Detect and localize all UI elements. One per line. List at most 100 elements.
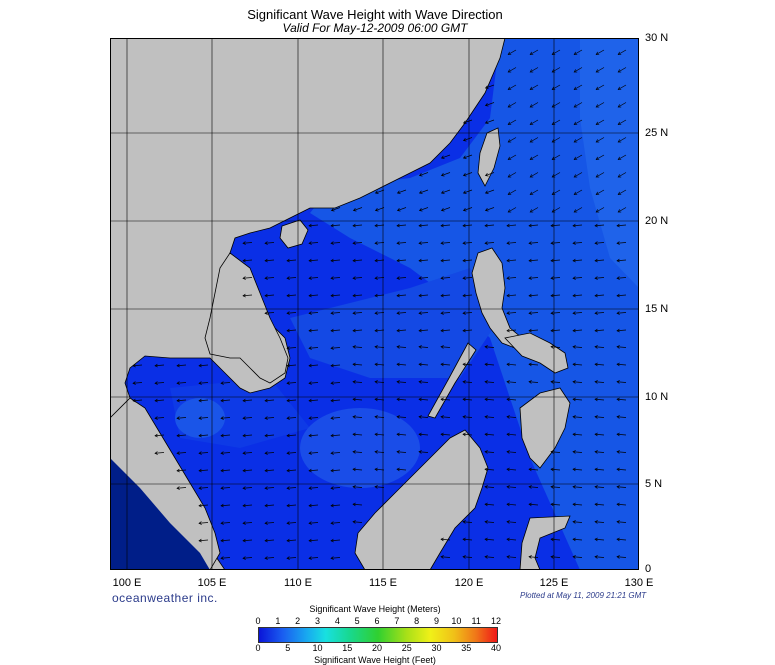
wave-arrow — [574, 67, 583, 73]
wave-arrow-head — [396, 380, 400, 384]
wave-arrow-head — [242, 241, 246, 245]
wave-arrow — [419, 381, 429, 383]
wave-arrow — [551, 259, 561, 262]
wave-arrow-head — [617, 156, 622, 160]
wave-arrow-head — [198, 503, 202, 508]
wave-arrow-head — [550, 223, 554, 228]
wave-arrow — [287, 504, 297, 507]
wave-arrow — [397, 468, 407, 471]
wave-arrow — [463, 119, 473, 124]
wave-arrow-head — [352, 276, 356, 280]
wave-arrow-head — [507, 51, 512, 55]
wave-arrow — [573, 416, 583, 418]
wave-arrow — [530, 67, 539, 73]
wave-arrow-head — [462, 520, 466, 524]
wave-arrow-head — [242, 398, 246, 403]
wave-arrow-head — [308, 381, 312, 385]
wave-arrow — [485, 521, 495, 523]
wave-arrow — [552, 137, 561, 143]
wave-arrow-head — [198, 363, 202, 368]
wave-arrow — [419, 207, 429, 211]
wave-arrow-head — [176, 486, 180, 490]
wave-arrow — [243, 417, 253, 419]
wave-arrow-head — [286, 293, 290, 298]
wave-arrow — [485, 224, 495, 227]
wave-arrow — [353, 451, 363, 453]
wave-arrow-head — [286, 346, 290, 350]
wave-arrow — [441, 538, 451, 541]
wave-arrow-head — [396, 328, 400, 333]
wave-arrow-head — [550, 311, 554, 315]
feet-tick: 15 — [342, 643, 353, 653]
wave-arrow — [265, 539, 275, 542]
wave-arrow — [507, 451, 517, 453]
wave-arrow-head — [529, 69, 534, 73]
wave-arrow-head — [484, 241, 488, 245]
wave-arrow — [530, 154, 539, 160]
plotted-timestamp: Plotted at May 11, 2009 21:21 GMT — [520, 591, 647, 600]
wave-arrow — [287, 522, 297, 524]
wave-arrow-head — [462, 432, 466, 437]
wave-arrow — [199, 364, 209, 367]
wave-arrow — [485, 102, 495, 106]
wave-arrow — [529, 503, 539, 506]
wave-arrow — [397, 242, 407, 244]
wave-arrow — [353, 433, 363, 436]
wave-arrow-head — [550, 380, 554, 384]
wave-arrow — [573, 468, 583, 471]
wave-arrow — [551, 538, 561, 541]
wave-arrow — [243, 522, 253, 524]
wave-arrow — [574, 49, 583, 55]
wave-arrow-head — [616, 467, 620, 472]
wave-arrow-head — [572, 258, 576, 263]
wave-arrow-head — [352, 241, 356, 245]
map-canvas — [110, 38, 639, 570]
wave-arrow-head — [440, 155, 445, 159]
wave-arrow-head — [573, 191, 578, 195]
wave-arrow-head — [506, 328, 510, 333]
wave-arrow — [551, 468, 561, 471]
feet-tick: 0 — [255, 643, 261, 653]
wave-arrow-head — [264, 433, 268, 438]
meters-tick: 10 — [451, 616, 462, 626]
wave-arrow-head — [374, 241, 378, 245]
wave-arrow-head — [507, 174, 512, 178]
wave-arrow — [441, 312, 451, 314]
wave-arrow — [353, 468, 363, 471]
wave-arrow-head — [308, 556, 312, 560]
wave-arrow — [574, 119, 583, 125]
land-hainan — [279, 219, 309, 249]
wave-arrow — [485, 242, 495, 244]
wave-arrow-head — [440, 555, 444, 559]
wave-arrow-head — [616, 450, 620, 454]
wave-arrow — [618, 172, 627, 178]
wave-arrow-head — [617, 191, 622, 195]
wave-arrow-head — [242, 486, 246, 490]
wave-arrow — [375, 398, 385, 401]
wave-arrow-head — [506, 362, 510, 367]
wave-arrow-head — [572, 397, 576, 402]
wave-arrow-head — [132, 381, 136, 385]
wave-arrow-head — [594, 258, 598, 263]
wave-arrow-head — [507, 209, 512, 213]
wave-arrow-head — [286, 398, 290, 403]
wave-arrow-head — [330, 486, 334, 490]
wave-arrow — [618, 67, 627, 73]
wave-arrow-head — [462, 362, 466, 367]
meters-tick: 6 — [374, 616, 380, 626]
wave-arrow-head — [616, 293, 620, 298]
wave-arrow — [529, 294, 539, 297]
wave-arrow-head — [484, 223, 488, 228]
wave-arrow-head — [550, 555, 554, 559]
wave-height-map — [110, 38, 639, 570]
wave-arrow — [463, 312, 473, 314]
feet-tick: 40 — [490, 643, 501, 653]
wave-arrow-head — [308, 311, 312, 315]
wave-arrow-head — [330, 241, 334, 245]
wave-arrow — [618, 137, 627, 143]
wave-arrow-head — [220, 503, 224, 508]
wave-arrow — [287, 277, 297, 279]
wave-arrow-head — [330, 556, 334, 560]
wave-arrow — [199, 399, 209, 402]
wave-arrow — [441, 172, 451, 176]
